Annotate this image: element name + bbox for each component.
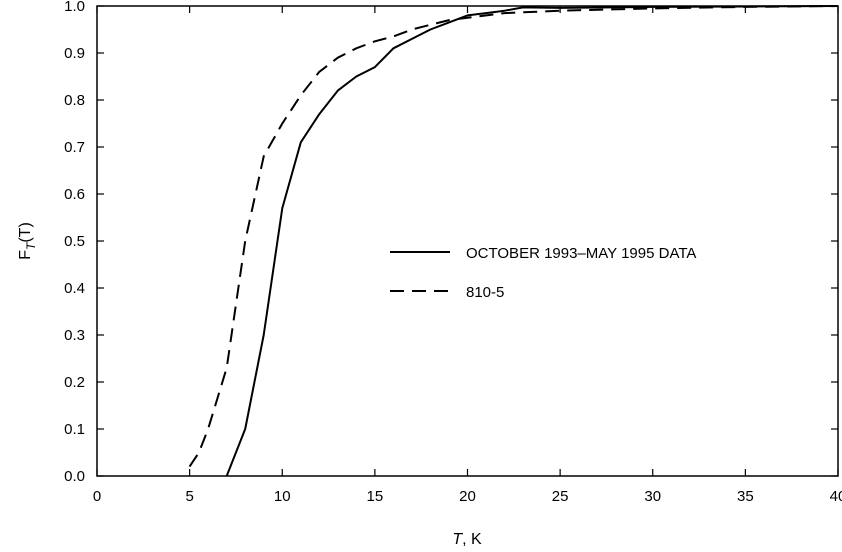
- x-tick-label: 10: [274, 488, 291, 505]
- x-tick-label: 5: [185, 488, 193, 505]
- legend: OCTOBER 1993–MAY 1995 DATA 810-5: [390, 245, 696, 301]
- series-lines: [188, 5, 839, 477]
- x-tick-labels: 0 5 10 15 20 25 30 35 40: [93, 488, 842, 505]
- x-tick-label: 20: [459, 488, 476, 505]
- legend-label-series-1: OCTOBER 1993–MAY 1995 DATA: [466, 245, 696, 262]
- y-tick-label: 0.1: [64, 421, 85, 438]
- x-tick-label: 35: [737, 488, 754, 505]
- x-tick-label: 30: [644, 488, 661, 505]
- y-tick-label: 0.9: [64, 45, 85, 62]
- x-tick-label: 15: [367, 488, 384, 505]
- y-tick-label: 0.2: [64, 374, 85, 391]
- y-tick-label: 0.3: [64, 327, 85, 344]
- series-line-october-1993-may-1995: [225, 5, 839, 477]
- y-tick-label: 0.6: [64, 186, 85, 203]
- legend-label-series-2: 810-5: [466, 284, 504, 301]
- series-line-810-5: [188, 5, 839, 468]
- y-tick-label: 1.0: [64, 0, 85, 15]
- axis-ticks: [96, 5, 839, 477]
- y-tick-label: 0.0: [64, 468, 85, 485]
- plot-frame: [96, 5, 839, 477]
- y-tick-labels: 0.0 0.1 0.2 0.3 0.4 0.5 0.6 0.7 0.8 0.9 1.0: [64, 0, 85, 485]
- y-tick-label: 0.8: [64, 92, 85, 109]
- y-axis-label: FT(T): [17, 222, 38, 260]
- y-tick-label: 0.5: [64, 233, 85, 250]
- y-tick-label: 0.4: [64, 280, 85, 297]
- x-tick-label: 0: [93, 488, 101, 505]
- y-tick-label: 0.7: [64, 139, 85, 156]
- x-axis-label: T, K: [452, 531, 482, 548]
- x-tick-label: 25: [552, 488, 569, 505]
- x-tick-label: 40: [830, 488, 842, 505]
